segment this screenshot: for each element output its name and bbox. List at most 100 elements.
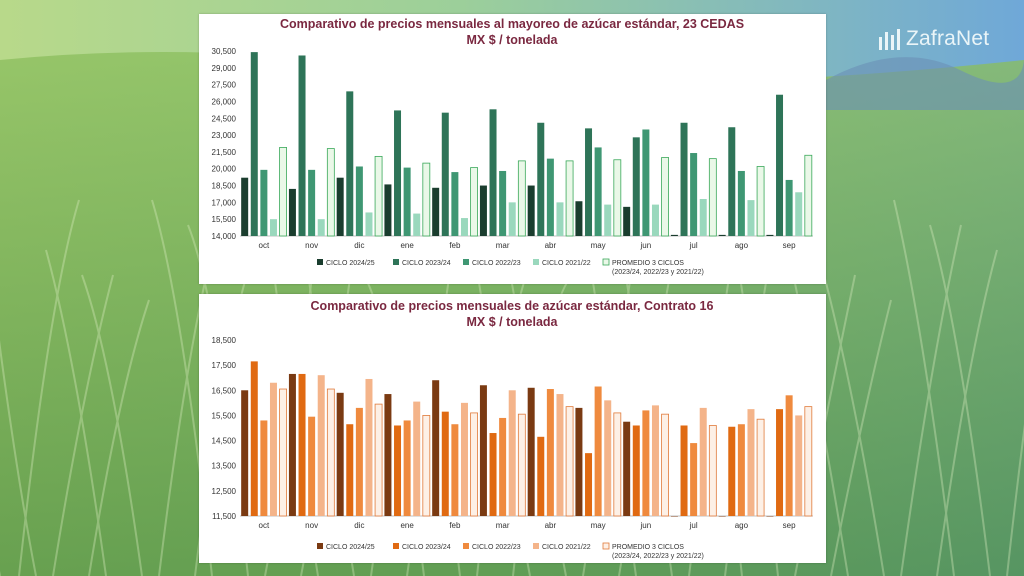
bar-jul-series-1 <box>670 234 678 236</box>
bar-ene-series-1 <box>384 184 392 236</box>
bar-sep-series-4 <box>795 415 803 516</box>
bar-ene-series-5 <box>422 415 431 517</box>
bar-sep-series-2 <box>776 94 784 237</box>
x-tick-label: feb <box>449 521 461 530</box>
bar-dic-series-2 <box>346 424 354 516</box>
bar-oct-series-4 <box>269 382 277 516</box>
x-tick-label: jul <box>689 521 698 530</box>
bar-may-series-3 <box>594 147 602 236</box>
bar-may-series-1 <box>575 407 583 516</box>
bar-jun-series-2 <box>632 137 640 236</box>
x-tick-label: ene <box>400 521 414 530</box>
bar-dic-series-4 <box>365 378 373 516</box>
bar-dic-series-1 <box>336 392 344 516</box>
bar-mar-series-1 <box>479 385 487 516</box>
bar-may-series-5 <box>613 159 622 237</box>
bar-ago-series-4 <box>747 200 755 236</box>
legend-swatch <box>393 543 399 549</box>
bar-mar-series-2 <box>489 433 497 516</box>
chart-subtitle: MX $ / tonelada <box>467 33 559 47</box>
x-tick-label: mar <box>496 521 510 530</box>
bar-abr-series-5 <box>565 160 574 237</box>
bar-mar-series-2 <box>489 109 497 236</box>
legend-swatch <box>317 543 323 549</box>
bar-oct-series-5 <box>279 147 287 237</box>
bar-nov-series-4 <box>317 375 325 516</box>
y-tick-label: 18,500 <box>212 336 237 345</box>
y-tick-label: 26,000 <box>212 97 237 106</box>
x-tick-label: dic <box>354 241 364 250</box>
y-tick-label: 20,000 <box>212 165 237 174</box>
x-tick-label: sep <box>783 241 796 250</box>
legend-swatch <box>533 543 539 549</box>
bar-ene-series-3 <box>403 420 411 516</box>
bar-jul-series-3 <box>690 153 698 236</box>
x-tick-label: ago <box>735 521 749 530</box>
bar-oct-series-2 <box>250 52 258 236</box>
bar-oct-series-3 <box>260 169 268 236</box>
bar-feb-series-4 <box>460 402 468 516</box>
legend-label: PROMEDIO 3 CICLOS <box>612 544 684 551</box>
x-tick-label: may <box>591 521 606 530</box>
bar-mar-series-5 <box>517 413 526 517</box>
grass-blade <box>45 249 107 576</box>
legend-label: CICLO 2022/23 <box>472 260 521 267</box>
x-tick-label: jul <box>689 241 698 250</box>
bar-abr-series-3 <box>546 389 554 516</box>
bar-ene-series-5 <box>422 162 431 237</box>
bar-may-series-3 <box>594 386 602 516</box>
bar-nov-series-1 <box>288 188 296 236</box>
y-tick-label: 21,500 <box>212 148 237 157</box>
legend-swatch <box>602 258 610 266</box>
bar-feb-series-1 <box>432 187 440 236</box>
x-tick-label: feb <box>449 241 461 250</box>
bar-ago-series-4 <box>747 409 755 516</box>
x-tick-label: mar <box>496 241 510 250</box>
x-tick-label: nov <box>305 241 318 250</box>
bar-abr-series-2 <box>537 436 545 516</box>
bar-jul-series-2 <box>680 122 688 236</box>
chart-panel-contrato16: Comparativo de precios mensuales de azúc… <box>199 294 826 563</box>
legend-label: CICLO 2024/25 <box>326 260 375 267</box>
x-tick-label: abr <box>545 241 557 250</box>
bar-ago-series-2 <box>728 426 736 516</box>
bar-abr-series-1 <box>527 387 535 516</box>
bar-jun-series-4 <box>651 204 659 236</box>
y-tick-label: 12,500 <box>212 487 237 496</box>
bar-feb-series-2 <box>441 411 449 516</box>
chart-panel-cedas: Comparativo de precios mensuales al mayo… <box>199 14 826 284</box>
bar-feb-series-2 <box>441 112 449 236</box>
grass-blade <box>0 340 37 576</box>
x-tick-label: sep <box>783 521 796 530</box>
bar-nov-series-5 <box>326 148 335 237</box>
bar-jun-series-3 <box>642 410 650 516</box>
grass-blade <box>929 224 991 576</box>
legend-swatch <box>393 259 399 265</box>
bar-abr-series-1 <box>527 185 535 236</box>
x-tick-label: oct <box>259 521 270 530</box>
bar-jul-series-1 <box>670 516 678 517</box>
bar-mar-series-3 <box>499 417 507 516</box>
bar-jul-series-3 <box>690 443 698 516</box>
bar-oct-series-3 <box>260 420 268 516</box>
bar-nov-series-5 <box>326 388 335 517</box>
legend-label-note: (2023/24, 2022/23 y 2021/22) <box>612 269 704 276</box>
bar-jun-series-4 <box>651 405 659 516</box>
bar-jul-series-5 <box>708 158 717 237</box>
x-tick-label: abr <box>545 521 557 530</box>
bar-feb-series-5 <box>470 167 478 237</box>
x-tick-label: dic <box>354 521 364 530</box>
bar-nov-series-3 <box>308 169 316 236</box>
bar-abr-series-3 <box>546 158 554 236</box>
x-tick-label: nov <box>305 521 318 530</box>
bar-mar-series-3 <box>499 170 507 236</box>
y-tick-label: 24,500 <box>212 114 237 123</box>
bar-ene-series-4 <box>413 401 421 516</box>
bar-jun-series-5 <box>661 157 669 237</box>
bar-mar-series-4 <box>508 202 516 236</box>
y-tick-label: 15,500 <box>212 215 237 224</box>
chart-contrato16: Comparativo de precios mensuales de azúc… <box>212 299 813 560</box>
bar-ene-series-1 <box>384 394 392 516</box>
bar-jun-series-1 <box>623 421 631 516</box>
zafranet-logo: ZafraNet <box>878 26 989 52</box>
